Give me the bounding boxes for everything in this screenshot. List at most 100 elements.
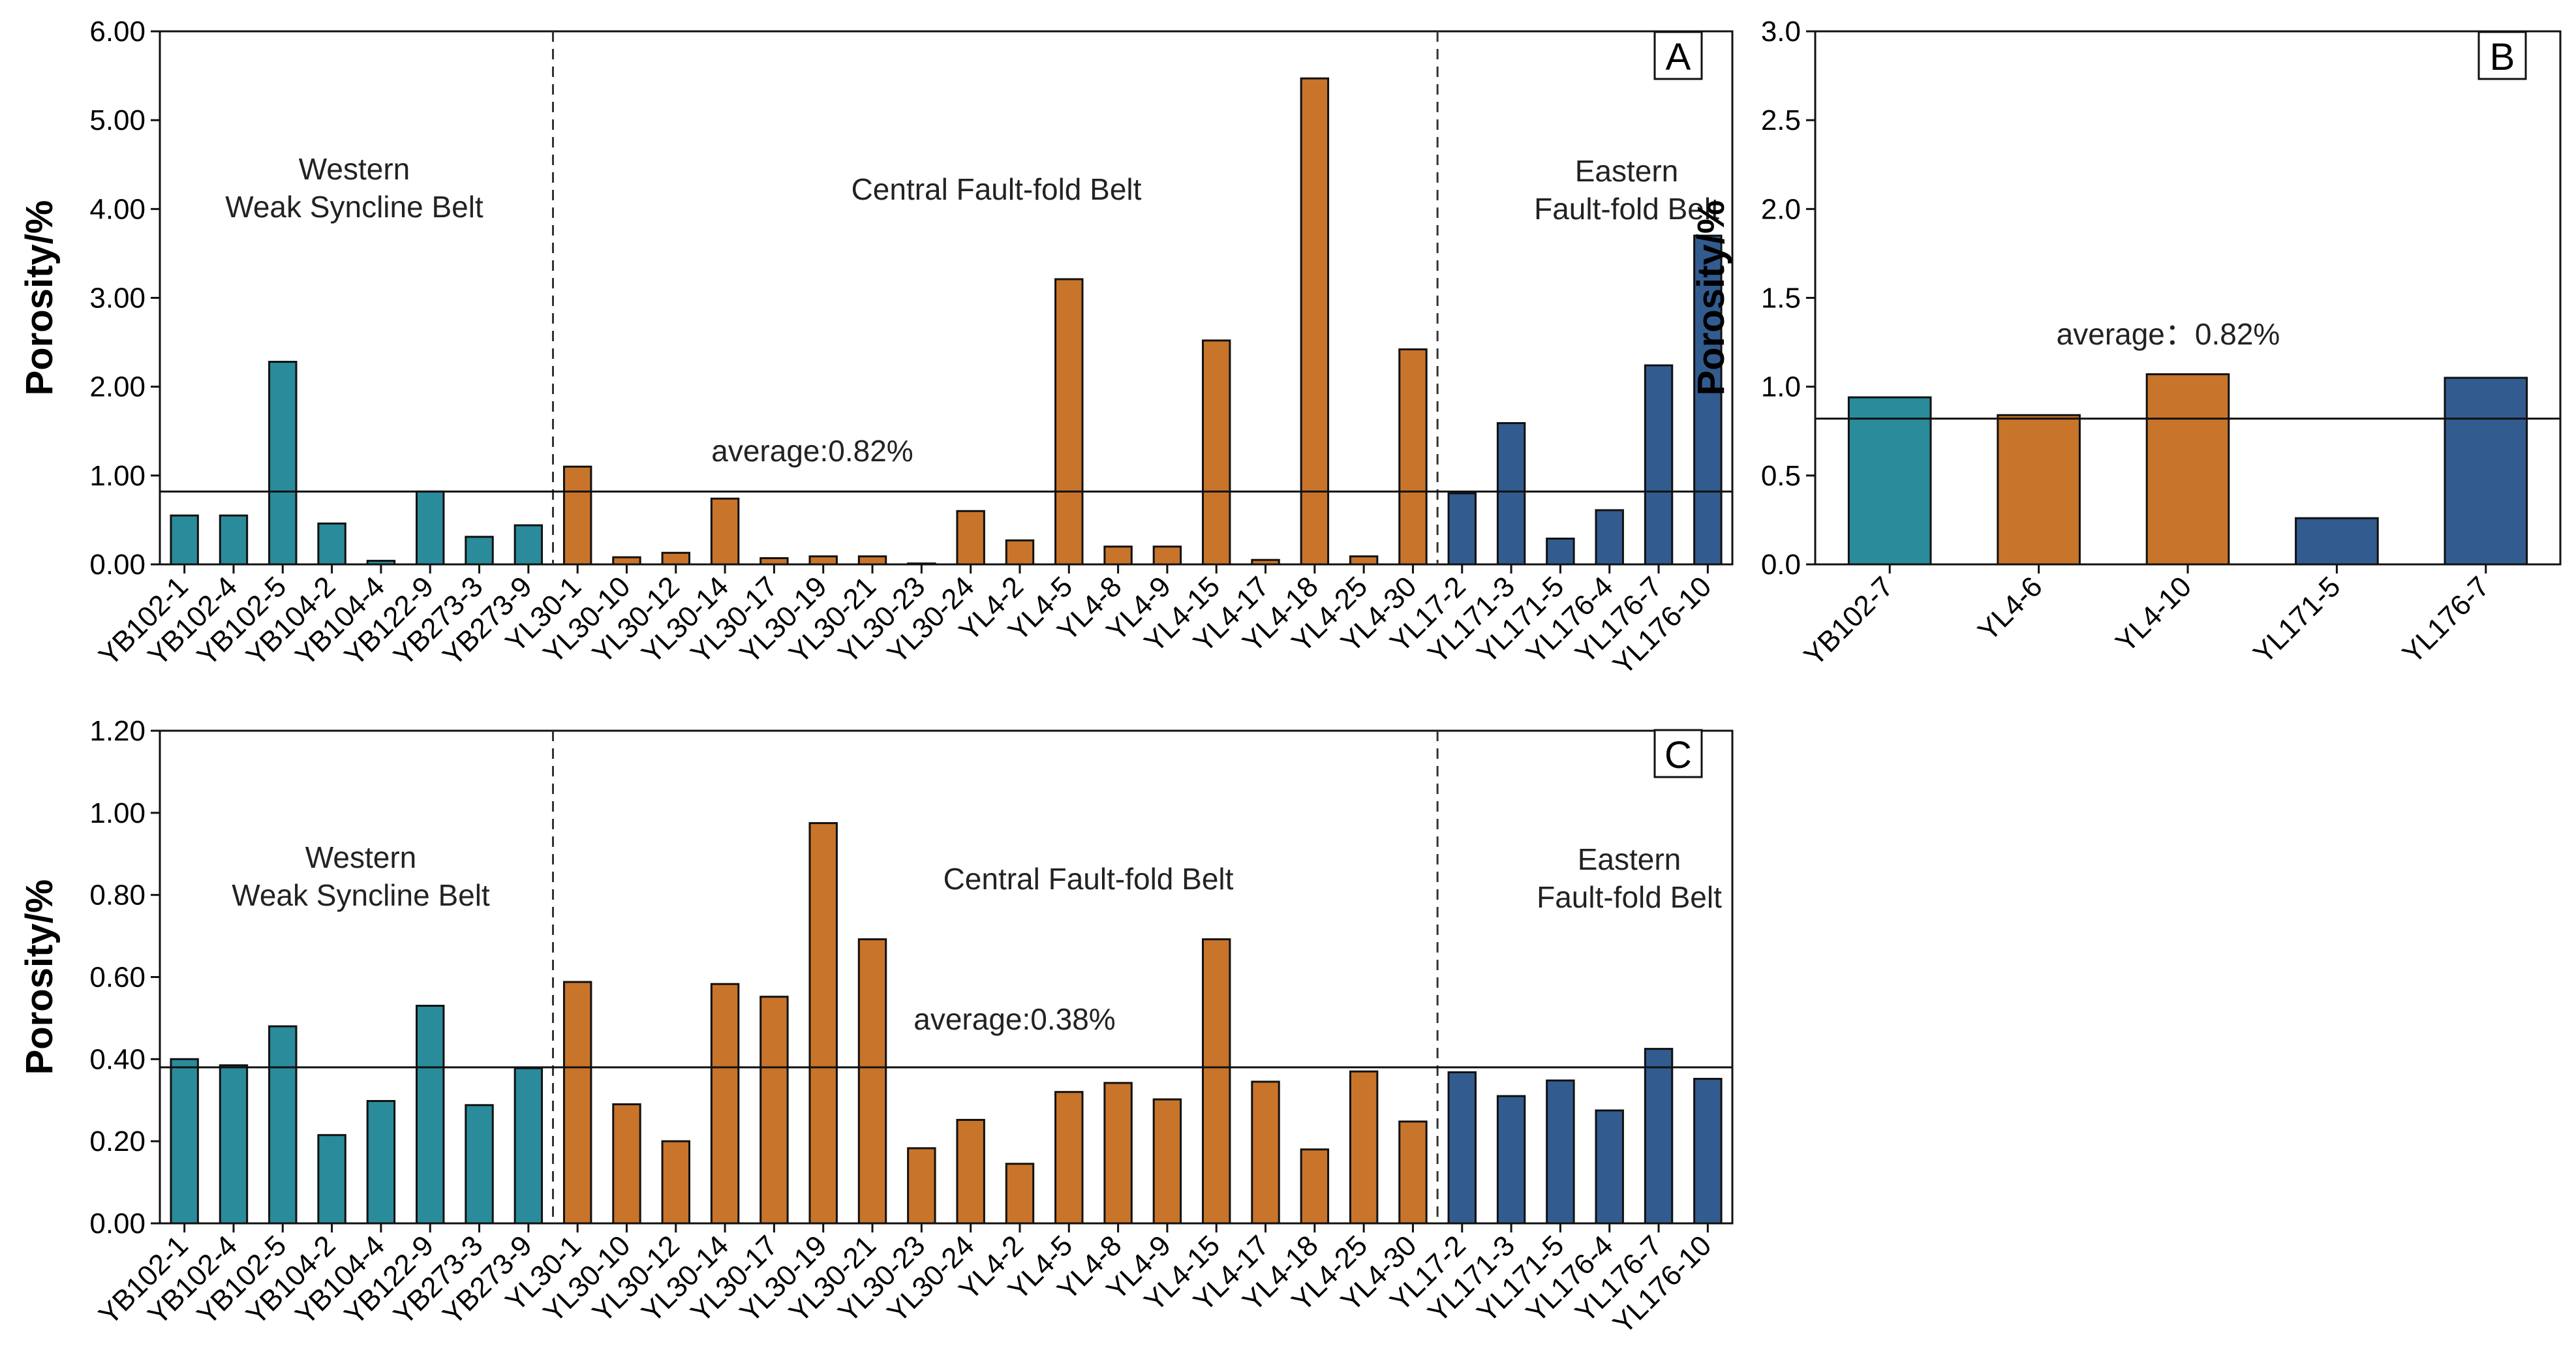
bar-yl4-30	[1398, 348, 1428, 566]
bar-yl17-2	[1447, 492, 1477, 566]
bar-yl4-30	[1398, 1120, 1428, 1225]
chart-panel-c: 0.000.200.400.600.801.001.20Porosity/%YB…	[18, 715, 1734, 1340]
x-tick-label: YL4-10	[2109, 570, 2198, 658]
x-tick-label: YL171-5	[2247, 570, 2346, 669]
bar-yl4-17	[1251, 1080, 1280, 1225]
chart-panel-b: 0.0 0.5 1.0 1.5 2.0 2.5 3.0 Porosity/% YB102-7 YL…	[1690, 16, 2562, 672]
bar-yl176-4	[1595, 1109, 1624, 1225]
bar-yb104-4	[366, 560, 396, 566]
bar-yl30-10	[612, 1103, 641, 1225]
belt-label-central: Central Fault-fold Belt	[851, 172, 1142, 206]
bar-yl176-4	[1595, 509, 1624, 566]
plot-frame	[159, 729, 1734, 1225]
bar-yl4-8	[1103, 545, 1133, 566]
bar-yl30-14	[710, 497, 740, 566]
y-tick-label: 1.5	[1761, 283, 1801, 314]
bar-yl30-12	[661, 551, 690, 566]
belt-label-western: Weak Syncline Belt	[232, 878, 490, 912]
bar-yl171-5	[1546, 1079, 1575, 1225]
y-tick-label: 3.0	[1761, 16, 1801, 48]
bar-yb102-4	[219, 514, 249, 566]
bar-yl30-23	[907, 1147, 936, 1225]
bar-yb122-9	[416, 1005, 445, 1225]
panel-letter-box	[1653, 729, 1703, 778]
y-tick-label: 1.00	[89, 460, 146, 492]
bar-yl4-18	[1300, 1148, 1330, 1225]
bar-yb102-5	[268, 1025, 298, 1225]
bar-yb273-9	[514, 524, 544, 566]
belt-label-western: Weak Syncline Belt	[225, 190, 483, 224]
bar-yl30-19	[808, 555, 838, 566]
x-tick-label: YL4-6	[1972, 570, 2049, 647]
bar-yl4-9	[1152, 545, 1182, 566]
y-tick-label: 5.00	[89, 104, 146, 136]
panel-letter: B	[2490, 36, 2515, 78]
x-tick-label: YB102-7	[1798, 570, 1900, 672]
bar-yb102-7	[1847, 396, 1932, 566]
chart-panel-a: 0.001.002.003.004.005.006.00Porosity/%YB…	[18, 16, 1734, 681]
bar-yl30-17	[759, 996, 789, 1225]
bar-yl176-7	[1644, 364, 1674, 566]
y-tick-label: 1.20	[89, 715, 146, 747]
y-tick-label: 2.0	[1761, 193, 1801, 225]
bar-yl4-2	[1005, 1163, 1035, 1225]
bar-yb273-9	[514, 1067, 544, 1225]
bar-yl4-5	[1054, 278, 1084, 566]
belt-label-eastern: Eastern	[1575, 154, 1679, 188]
y-tick-label: 0.5	[1761, 460, 1801, 492]
y-tick-label: 0.20	[89, 1125, 146, 1157]
y-tick-label: 2.5	[1761, 104, 1801, 136]
y-tick-label: 1.0	[1761, 371, 1801, 403]
bar-yl176-10	[1693, 1078, 1723, 1225]
panel-letter: A	[1666, 36, 1691, 78]
y-axis-label: Porosity/%	[1690, 200, 1732, 396]
bar-yl30-24	[956, 510, 985, 566]
bar-yl30-1	[562, 981, 592, 1225]
belt-label-central: Central Fault-fold Belt	[943, 862, 1234, 896]
belt-label-eastern: Eastern	[1578, 842, 1681, 876]
bar-yl171-3	[1496, 421, 1526, 566]
bar-yb273-3	[465, 1104, 494, 1225]
bar-yl176-7	[1644, 1048, 1674, 1225]
y-tick-label: 2.00	[89, 371, 146, 403]
y-tick-label: 3.00	[89, 283, 146, 314]
y-tick-label: 0.40	[89, 1043, 146, 1075]
bar-yl4-9	[1152, 1098, 1182, 1225]
y-tick-label: 4.00	[89, 193, 146, 225]
bar-yl4-8	[1103, 1082, 1133, 1225]
bar-yl30-10	[612, 556, 641, 566]
y-tick-label: 0.00	[89, 549, 146, 581]
belt-label-western: Western	[305, 840, 416, 874]
bar-yl176-10	[1693, 234, 1723, 566]
y-tick-label: 0.00	[89, 1208, 146, 1240]
bar-yl4-25	[1349, 1070, 1379, 1225]
bar-yl17-2	[1447, 1071, 1477, 1225]
bar-yl30-12	[661, 1140, 690, 1225]
y-axis-label: Porosity/%	[18, 200, 61, 396]
bar-yb104-4	[366, 1100, 396, 1225]
bar-yl4-25	[1349, 555, 1379, 566]
bar-yb102-4	[219, 1064, 249, 1225]
panel-letter-box	[2477, 31, 2527, 80]
bar-yl4-17	[1251, 558, 1280, 566]
bar-yl30-21	[857, 555, 887, 566]
plot-frame	[159, 30, 1734, 566]
bar-yl30-19	[808, 822, 838, 1225]
average-label: average：0.82%	[2057, 317, 2280, 351]
bar-yb102-1	[170, 1058, 199, 1225]
bar-yb102-1	[170, 514, 199, 566]
y-tick-label: 0.80	[89, 879, 146, 911]
bar-yl4-5	[1054, 1091, 1084, 1225]
bar-yl4-15	[1202, 938, 1231, 1225]
panel-letter-box	[1653, 31, 1703, 80]
bar-yl4-15	[1202, 339, 1231, 566]
bar-yl171-5	[2295, 517, 2379, 566]
bar-yl4-6	[1997, 414, 2081, 566]
bar-yl30-17	[759, 557, 789, 566]
y-tick-label: 0.0	[1761, 549, 1801, 581]
belt-label-western: Western	[299, 152, 410, 186]
average-label: average:0.82%	[711, 434, 913, 468]
bar-yb273-3	[465, 536, 494, 566]
y-tick-label: 1.00	[89, 797, 146, 829]
